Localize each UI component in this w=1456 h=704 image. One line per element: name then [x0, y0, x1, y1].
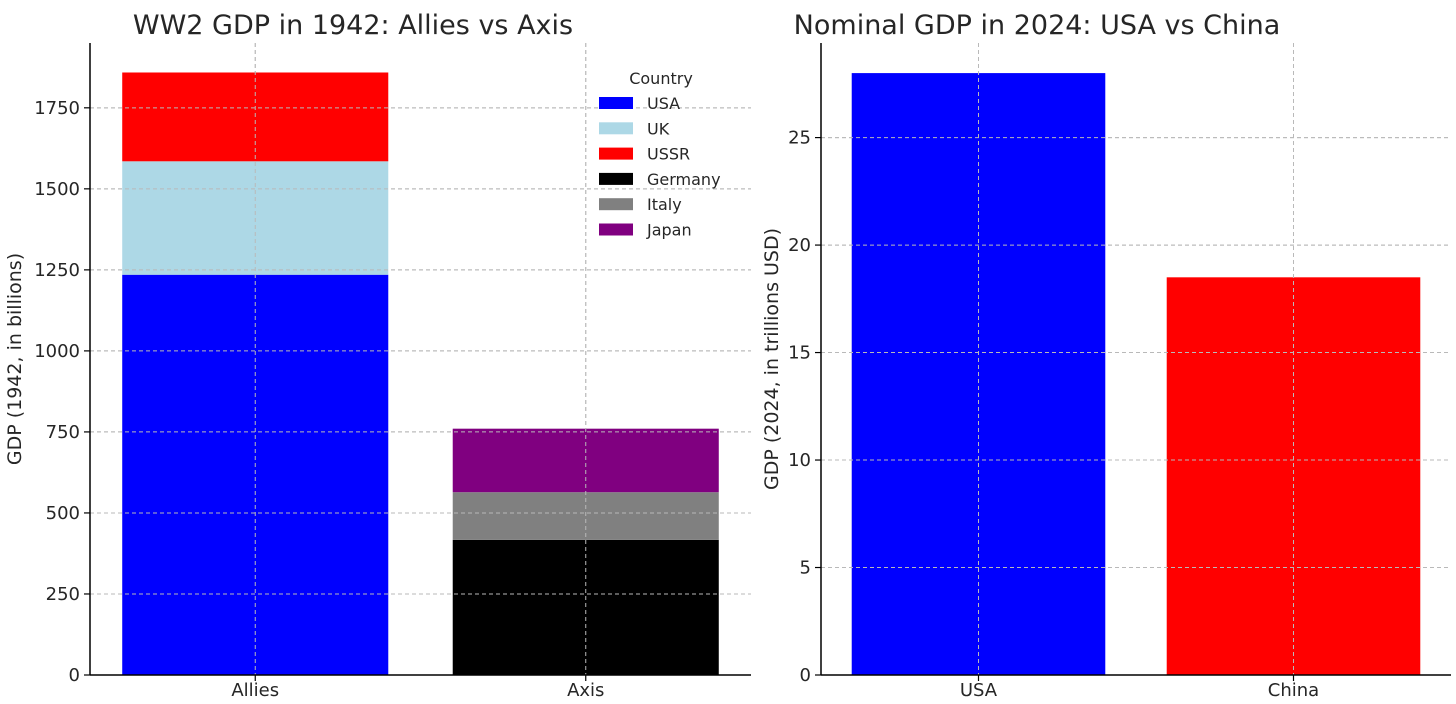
y-tick-label: 1750 [34, 98, 80, 119]
y-tick-label: 250 [46, 584, 80, 605]
y-tick-label: 20 [788, 235, 811, 256]
axes: 0 250 500 750 1000 1250 1500 1750 Allies Axis [34, 43, 751, 701]
bar-allies-usa [122, 274, 389, 675]
grid-overlay [90, 43, 751, 675]
y-tick-label: 0 [800, 665, 811, 686]
legend: Country USA UK USSR Germany Italy Japan [599, 69, 721, 240]
chart-ww2-gdp: WW2 GDP in 1942: Allies vs Axis GDP (194… [4, 10, 751, 701]
legend-swatch [599, 223, 633, 236]
x-tick-label: China [1268, 680, 1319, 701]
y-tick-label: 750 [46, 422, 80, 443]
chart-title: WW2 GDP in 1942: Allies vs Axis [133, 10, 573, 41]
y-tick-label: 15 [788, 343, 811, 364]
grid-overlay [821, 43, 1451, 675]
y-tick-label: 1500 [34, 179, 80, 200]
legend-item-japan: Japan [599, 221, 692, 240]
legend-item-uk: UK [599, 119, 670, 138]
y-tick-label: 10 [788, 450, 811, 471]
legend-swatch [599, 97, 633, 109]
legend-title: Country [629, 69, 693, 88]
legend-label: Japan [646, 221, 692, 240]
y-tick-label: 1000 [34, 341, 80, 362]
legend-item-italy: Italy [599, 195, 682, 214]
y-tick-label: 5 [800, 558, 811, 579]
legend-swatch [599, 172, 633, 185]
legend-swatch [599, 122, 633, 135]
legend-label: Italy [647, 195, 682, 214]
legend-item-ussr: USSR [599, 145, 690, 164]
legend-item-usa: USA [599, 94, 680, 113]
y-tick-label: 500 [46, 503, 80, 524]
y-axis-label: GDP (1942, in billions) [4, 253, 26, 465]
x-tick-label: USA [960, 680, 998, 701]
y-tick-label: 25 [788, 128, 811, 149]
legend-label: USA [647, 94, 680, 113]
legend-label: Germany [647, 170, 721, 189]
x-tick-label: Axis [567, 680, 604, 701]
legend-label: USSR [647, 145, 690, 164]
chart-title: Nominal GDP in 2024: USA vs China [794, 10, 1281, 41]
x-tick-label: Allies [231, 680, 279, 701]
y-tick-label: 0 [69, 665, 80, 686]
legend-item-germany: Germany [599, 170, 721, 189]
bar-axis-japan [452, 428, 719, 493]
y-axis-label: GDP (2024, in trillions USD) [761, 228, 783, 490]
legend-swatch [599, 147, 633, 160]
y-tick-label: 1250 [34, 260, 80, 281]
legend-swatch [599, 198, 633, 211]
bar-china [1166, 277, 1421, 675]
bars [821, 43, 1451, 676]
legend-label: UK [647, 119, 670, 138]
bars [90, 43, 751, 675]
axes: 0 5 10 15 20 25 USA China [788, 43, 1451, 701]
chart-2024-gdp: Nominal GDP in 2024: USA vs China GDP (2… [761, 10, 1451, 701]
